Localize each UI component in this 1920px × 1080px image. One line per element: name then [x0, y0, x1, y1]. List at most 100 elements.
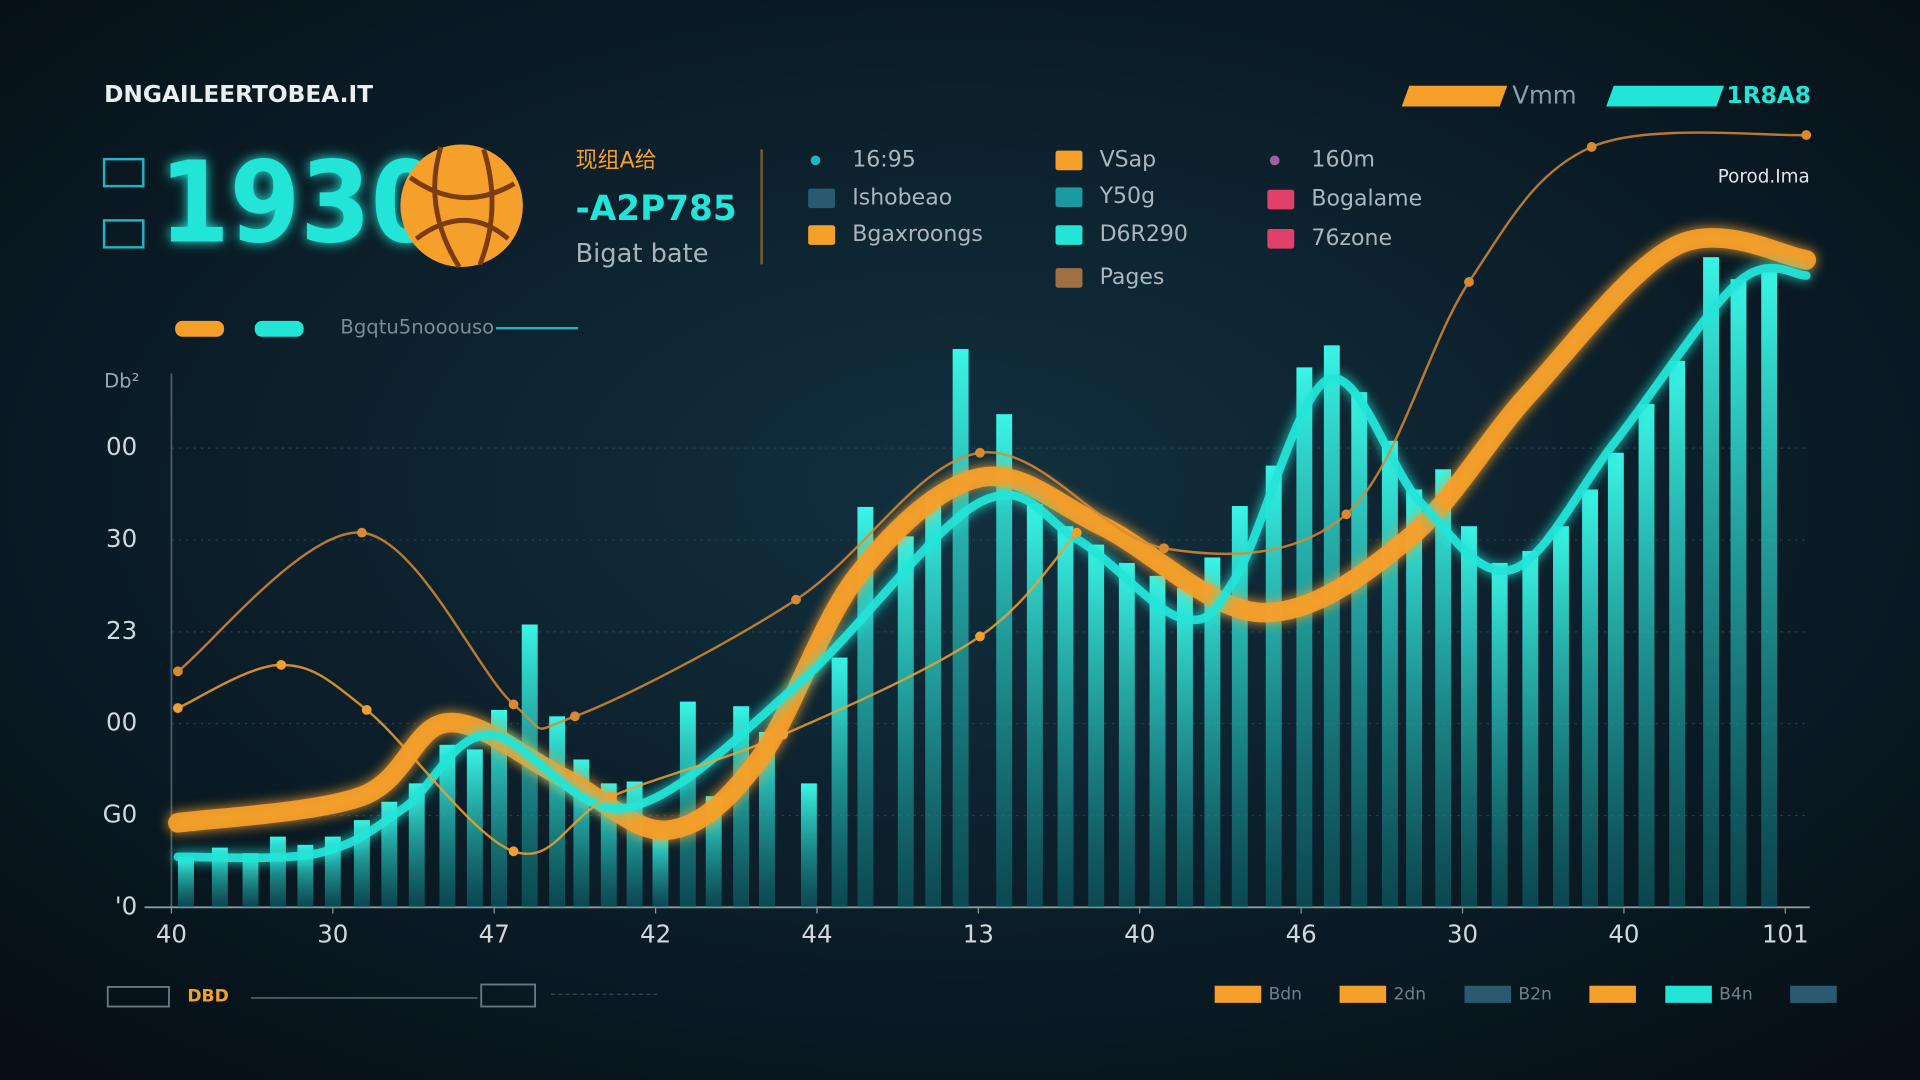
big-number: 1930: [159, 136, 441, 268]
footer-swatch: [1464, 985, 1512, 1003]
legend-swatch: [808, 188, 836, 209]
legend-label: 160m: [1311, 147, 1375, 172]
y-axis-label: Db²: [104, 370, 139, 393]
bar: [1607, 452, 1624, 908]
bar: [1491, 562, 1508, 908]
bar: [1638, 404, 1655, 908]
footer-swatch: [1589, 985, 1636, 1003]
bar: [733, 706, 750, 908]
bar: [549, 716, 566, 908]
footer-swatch: [1214, 985, 1262, 1003]
bar: [1381, 440, 1398, 908]
legend-swatch: [808, 225, 836, 245]
line-marker: [778, 729, 788, 740]
kpi-caption: Bigat bate: [576, 239, 709, 269]
bar: [1703, 257, 1720, 908]
footer-box-2[interactable]: [480, 983, 537, 1008]
bar: [269, 836, 286, 908]
bar: [491, 709, 508, 908]
bar: [1204, 557, 1221, 908]
filter-pill-cyan[interactable]: [254, 320, 304, 337]
footer-legend-label: Bdn: [1269, 984, 1302, 1004]
line-marker: [607, 791, 617, 802]
line-marker: [570, 711, 580, 722]
legend-label: VSap: [1100, 147, 1157, 172]
footer-legend-label: B4n: [1719, 984, 1752, 1004]
legend-swatch: [1055, 187, 1083, 207]
x-tick-label: 46: [1286, 920, 1317, 949]
bar: [800, 783, 817, 908]
line-marker: [276, 660, 287, 670]
line-marker: [172, 703, 183, 713]
line-marker: [508, 699, 519, 710]
icons: [102, 157, 145, 249]
bar: [1730, 279, 1747, 908]
bar: [1669, 360, 1686, 908]
bar: [1057, 526, 1074, 908]
filter-label: Bgqtu5nooouso: [340, 316, 494, 339]
footer-swatch: [1339, 985, 1387, 1003]
line-marker: [172, 666, 183, 677]
line: [176, 531, 1079, 855]
bar: [679, 701, 696, 908]
legend-label: Pages: [1100, 265, 1165, 290]
bar: [925, 495, 942, 908]
legend-label: Y50g: [1099, 184, 1155, 209]
legend-swatch: [1267, 228, 1295, 249]
legend-swatch: [1055, 268, 1083, 288]
line-marker: [508, 846, 519, 857]
y-tick-label: 00: [106, 432, 137, 461]
x-tick-label: 40: [156, 920, 187, 949]
x-tick-label: 13: [963, 920, 994, 949]
line-marker: [1071, 527, 1082, 538]
bar: [1351, 392, 1368, 908]
line-marker: [1801, 130, 1812, 140]
legend-swatch: [810, 155, 821, 166]
legend-swatch: [1267, 189, 1295, 210]
kpi-value: -A2P785: [576, 189, 737, 229]
bar: [1761, 271, 1778, 908]
line-marker: [1464, 277, 1474, 287]
line-marker: [1341, 509, 1352, 520]
x-tick-label: 40: [1124, 920, 1155, 949]
bar: [439, 744, 456, 908]
bar: [1406, 489, 1423, 908]
top-note: Porod.Ima: [1718, 167, 1810, 188]
bar: [1149, 575, 1166, 908]
kpi-label: 现组A给: [576, 149, 657, 174]
y-tick-label: 23: [106, 616, 137, 645]
y-tick-label: G0: [103, 800, 138, 829]
x-tick-label: 101: [1762, 920, 1809, 949]
bar: [1323, 345, 1340, 908]
line-marker: [361, 705, 372, 715]
y-tick-label: '0: [115, 891, 137, 920]
ball-icon: [400, 144, 523, 269]
bar: [408, 783, 425, 908]
filter-pill-orange[interactable]: [175, 320, 225, 337]
legend-label: Bgaxroongs: [852, 222, 983, 247]
line: [173, 263, 1811, 863]
bar: [952, 348, 969, 908]
bar: [1582, 489, 1598, 908]
bar: [297, 844, 314, 908]
footer-box[interactable]: [106, 986, 170, 1008]
bar: [1026, 504, 1043, 908]
y-tick-label: 30: [106, 524, 137, 553]
top-bar-cyan: [1606, 85, 1724, 107]
footer-left-label: DBD: [187, 987, 228, 1007]
top-label: Vmm: [1512, 81, 1576, 110]
line-marker: [1586, 142, 1597, 152]
bar: [177, 856, 194, 908]
bar: [1265, 465, 1282, 908]
top-code: 1R8A8: [1727, 82, 1811, 109]
bar: [652, 832, 669, 908]
top-bar-orange: [1401, 85, 1508, 107]
plot: [144, 130, 1817, 914]
bar: [897, 536, 914, 908]
title: DNGAILEERTOBEA.IT: [104, 81, 373, 108]
x-tick-label: 42: [640, 920, 671, 949]
footer-swatch: [1665, 985, 1712, 1003]
line-marker: [791, 594, 801, 605]
legend-label: 76zone: [1311, 226, 1392, 251]
